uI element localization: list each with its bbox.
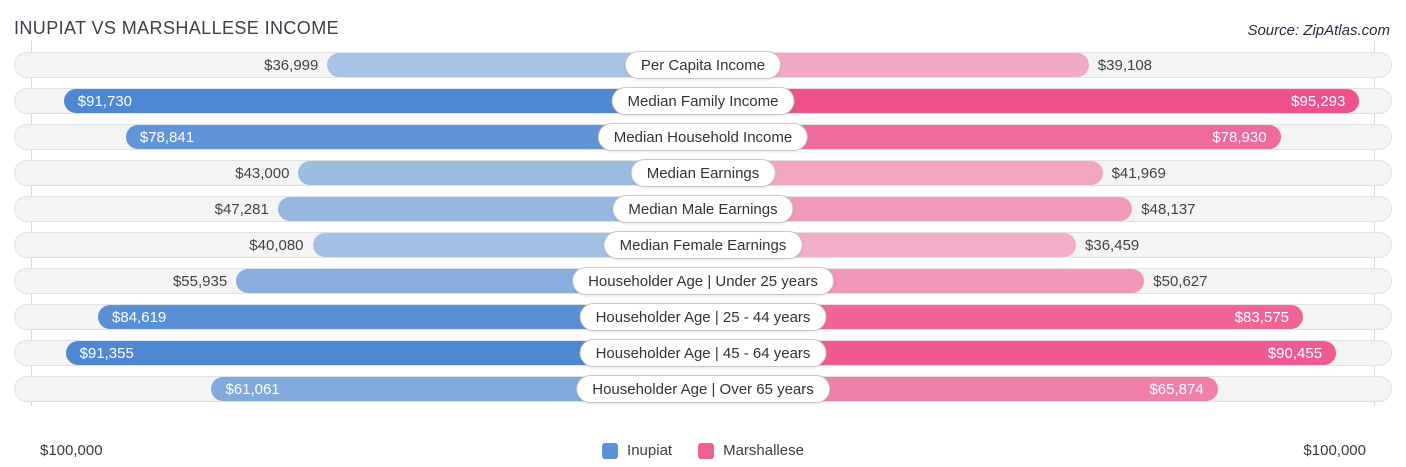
chart-row: $78,841 $78,930 Median Household Income — [14, 123, 1392, 151]
inupiat-value: $61,061 — [225, 380, 280, 398]
marshallese-value: $90,455 — [1267, 344, 1323, 362]
inupiat-value: $55,935 — [172, 272, 228, 290]
marshallese-value: $83,575 — [1234, 308, 1289, 326]
footer: $100,000 Inupiat Marshallese $100,000 — [0, 442, 1406, 459]
bar-track: $36,999 $39,108 Per Capita Income — [14, 51, 1392, 79]
chart-row: $91,730 $95,293 Median Family Income — [14, 87, 1392, 115]
legend-item-marshallese: Marshallese — [698, 442, 804, 459]
legend: Inupiat Marshallese — [602, 442, 804, 459]
marshallese-value: $41,969 — [1111, 164, 1166, 182]
category-label: Householder Age | 45 - 64 years — [579, 339, 827, 367]
inupiat-value: $78,841 — [139, 128, 195, 146]
legend-label-inupiat: Inupiat — [627, 442, 673, 459]
marshallese-bar[interactable]: $95,293 — [703, 89, 1360, 113]
chart-row: $36,999 $39,108 Per Capita Income — [14, 51, 1392, 79]
marshallese-value: $50,627 — [1153, 272, 1208, 290]
bar-chart: $36,999 $39,108 Per Capita Income $91,730 $… — [0, 40, 1406, 406]
bar-track: $91,355 $90,455 Householder Age | 45 - 64 … — [14, 339, 1392, 367]
category-label: Householder Age | Over 65 years — [576, 375, 830, 403]
category-label: Householder Age | 25 - 44 years — [579, 303, 827, 331]
inupiat-value: $84,619 — [112, 308, 167, 326]
category-label: Median Female Earnings — [603, 231, 803, 259]
bar-track: $78,841 $78,930 Median Household Income — [14, 123, 1392, 151]
bar-track: $91,730 $95,293 Median Family Income — [14, 87, 1392, 115]
gridline-right-100k — [1374, 40, 1375, 406]
chart-row: $55,935 $50,627 Householder Age | Under 25… — [14, 267, 1392, 295]
category-label: Per Capita Income — [624, 51, 782, 79]
category-label: Householder Age | Under 25 years — [572, 267, 834, 295]
marshallese-value: $36,459 — [1085, 236, 1140, 254]
legend-label-marshallese: Marshallese — [723, 442, 804, 459]
axis-label-left: $100,000 — [40, 442, 103, 459]
marshallese-value: $78,930 — [1212, 128, 1267, 146]
category-label: Median Male Earnings — [612, 195, 794, 223]
category-label: Median Family Income — [611, 87, 795, 115]
category-label: Median Earnings — [630, 159, 776, 187]
bar-track: $43,000 $41,969 Median Earnings — [14, 159, 1392, 187]
bar-track: $40,080 $36,459 Median Female Earnings — [14, 231, 1392, 259]
chart-row: $91,355 $90,455 Householder Age | 45 - 64 … — [14, 339, 1392, 367]
inupiat-value: $91,355 — [79, 344, 134, 362]
marshallese-value: $65,874 — [1149, 380, 1204, 398]
inupiat-value: $43,000 — [235, 164, 290, 182]
inupiat-bar[interactable]: $91,730 — [63, 89, 703, 113]
chart-row: $61,061 $65,874 Householder Age | Over 65 … — [14, 375, 1392, 403]
axis-label-right: $100,000 — [1303, 442, 1366, 459]
marshallese-value: $48,137 — [1141, 200, 1196, 218]
chart-row: $47,281 $48,137 Median Male Earnings — [14, 195, 1392, 223]
chart-row: $84,619 $83,575 Householder Age | 25 - 44 … — [14, 303, 1392, 331]
inupiat-swatch-icon — [602, 442, 619, 459]
gridline-left-100k — [31, 40, 32, 406]
bar-track: $47,281 $48,137 Median Male Earnings — [14, 195, 1392, 223]
chart-title: INUPIAT VS MARSHALLESE INCOME — [14, 18, 340, 38]
inupiat-value: $47,281 — [214, 200, 269, 218]
inupiat-value: $91,730 — [77, 92, 133, 110]
source-attribution: Source: ZipAtlas.com — [1247, 22, 1390, 39]
marshallese-swatch-icon — [698, 442, 715, 459]
bar-track: $84,619 $83,575 Householder Age | 25 - 44 … — [14, 303, 1392, 331]
inupiat-value: $40,080 — [249, 236, 304, 254]
legend-item-inupiat: Inupiat — [602, 442, 672, 459]
header: INUPIAT VS MARSHALLESE INCOME Source: Zi… — [0, 0, 1406, 39]
bar-track: $61,061 $65,874 Householder Age | Over 65 … — [14, 375, 1392, 403]
bar-track: $55,935 $50,627 Householder Age | Under 25… — [14, 267, 1392, 295]
marshallese-value: $95,293 — [1291, 92, 1346, 110]
chart-row: $40,080 $36,459 Median Female Earnings — [14, 231, 1392, 259]
inupiat-value: $36,999 — [264, 56, 319, 74]
chart-row: $43,000 $41,969 Median Earnings — [14, 159, 1392, 187]
category-label: Median Household Income — [597, 123, 809, 151]
marshallese-value: $39,108 — [1097, 56, 1153, 74]
